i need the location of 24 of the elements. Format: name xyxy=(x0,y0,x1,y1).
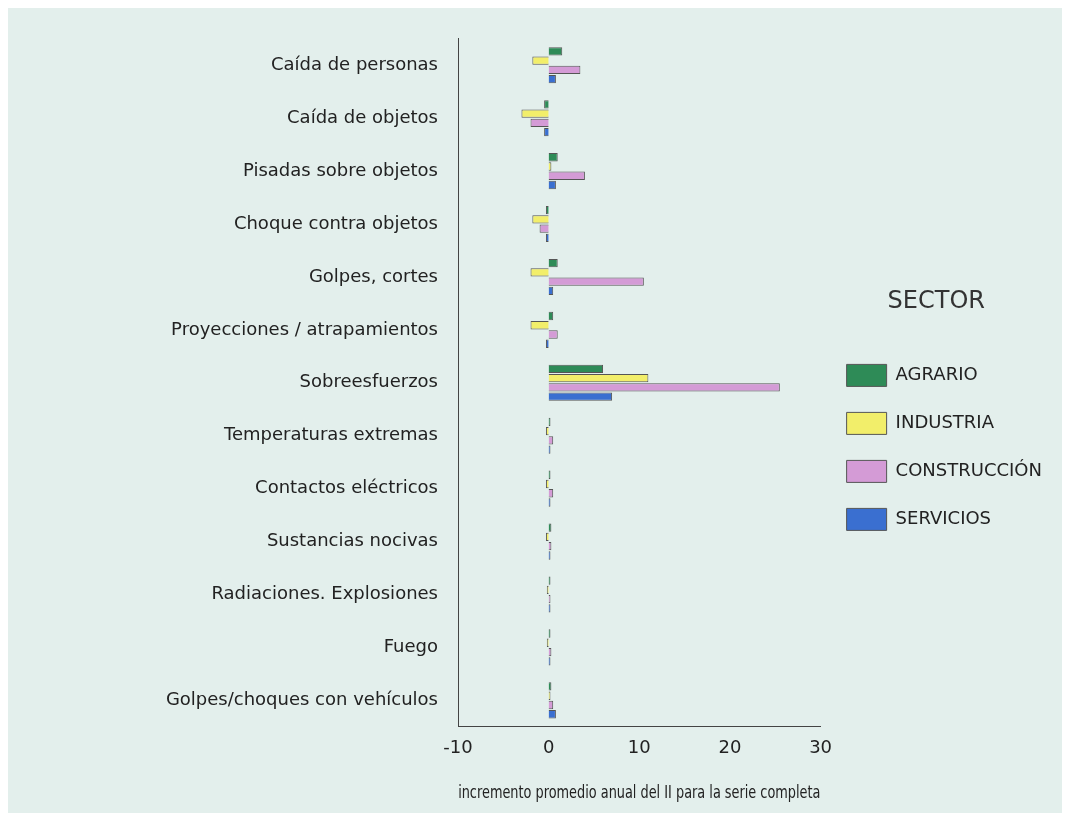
y-tick-label: Golpes/choques con vehículos xyxy=(165,688,438,710)
legend-label: INDUSTRIA xyxy=(895,411,995,433)
legend-title: SECTOR xyxy=(887,285,985,314)
y-tick-label: Sustancias nocivas xyxy=(266,529,438,551)
y-tick-label: Temperaturas extremas xyxy=(223,423,438,445)
y-tick-label: Pisadas sobre objetos xyxy=(242,158,438,180)
y-tick-label: Radiaciones. Explosiones xyxy=(211,582,438,604)
legend-label: CONSTRUCCIÓN xyxy=(895,459,1043,481)
x-tick-label: 0 xyxy=(542,736,555,758)
y-tick-label: Caída de personas xyxy=(270,52,438,74)
x-tick-label: 10 xyxy=(627,736,651,758)
y-tick-label: Caída de objetos xyxy=(287,105,438,127)
x-tick-label: 20 xyxy=(718,736,742,758)
x-tick-label: 30 xyxy=(809,736,833,758)
legend-label: SERVICIOS xyxy=(895,507,992,529)
y-tick-label: Contactos eléctricos xyxy=(255,476,438,498)
y-tick-label: Choque contra objetos xyxy=(233,211,438,233)
y-tick-label: Proyecciones / atrapamientos xyxy=(171,317,438,339)
y-tick-label: Sobreesfuerzos xyxy=(299,370,438,392)
x-tick-label: -10 xyxy=(443,736,473,758)
x-axis-title: incremento promedio anual del II para la serie completa xyxy=(458,780,821,803)
y-tick-label: Fuego xyxy=(383,635,438,657)
legend-label: AGRARIO xyxy=(895,363,978,385)
y-tick-label: Golpes, cortes xyxy=(308,264,438,286)
